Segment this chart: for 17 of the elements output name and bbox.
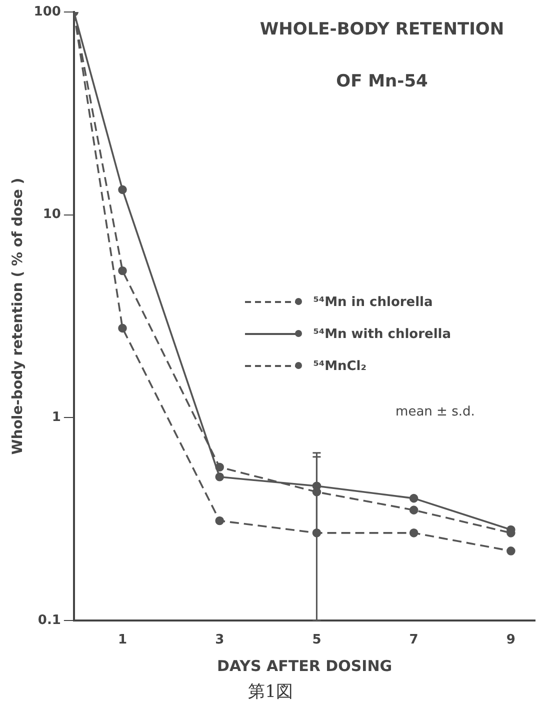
y-tick-label: 1: [52, 410, 61, 425]
y-tick-label: 100: [34, 4, 61, 20]
x-tick-label: 1: [118, 632, 128, 648]
text: 第1図: [247, 681, 294, 703]
x-axis-title: DAYS AFTER DOSING: [217, 656, 392, 675]
x-tick-label: 5: [312, 632, 322, 648]
y-tick-label: 10: [42, 207, 61, 222]
x-tick-label: 9: [506, 632, 516, 648]
chart-title: WHOLE-BODY RETENTION OF Mn-54: [260, 19, 504, 92]
legend-label: ⁵⁴Mn in chlorella: [313, 294, 433, 310]
legend-label: ⁵⁴Mn with chlorella: [313, 326, 452, 342]
annotation: mean ± s.d.: [396, 404, 475, 420]
y-axis-title: Whole-body retention ( % of dose ): [10, 178, 26, 455]
y-tick-label: 0.1: [38, 612, 61, 628]
legend-label: ⁵⁴MnCl₂: [313, 358, 366, 374]
x-tick-label: 7: [409, 632, 418, 648]
x-tick-label: 3: [215, 632, 224, 648]
